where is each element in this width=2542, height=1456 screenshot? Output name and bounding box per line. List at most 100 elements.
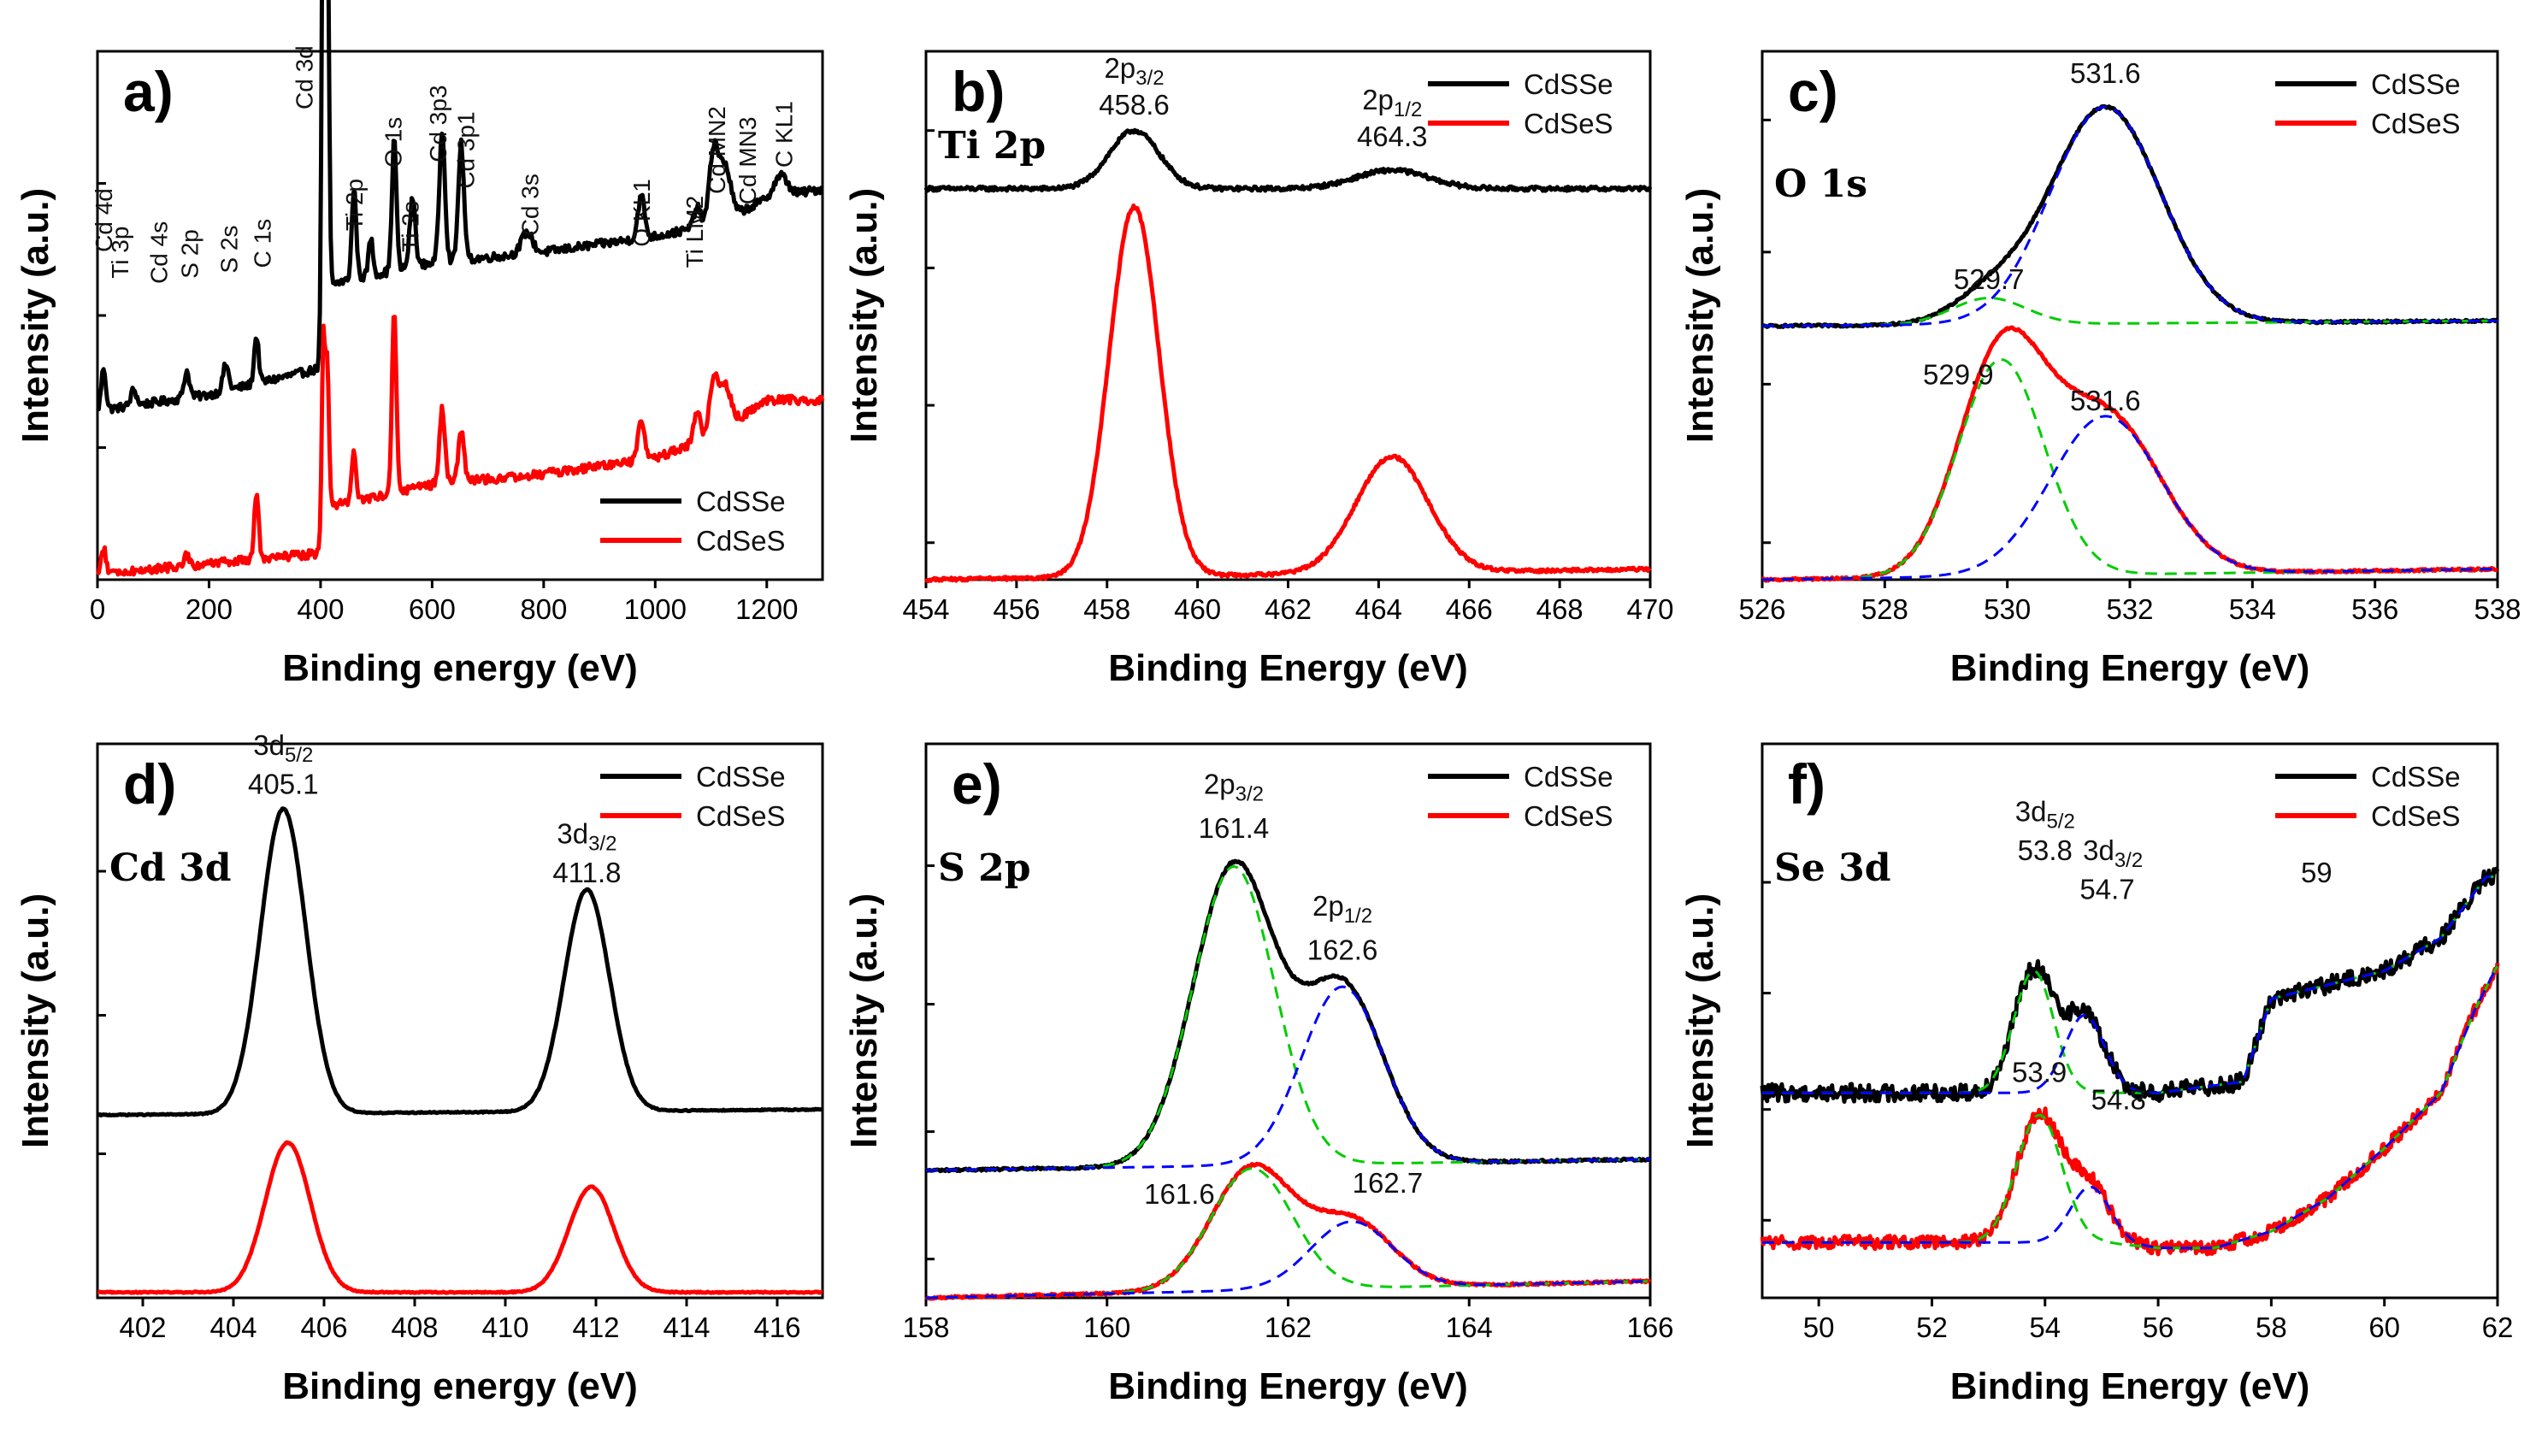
x-tick-label: 408 [391,1312,438,1343]
peak-annotation: 529.9 [1923,358,1994,390]
peak-label: Cd 3p3 [425,85,451,162]
x-tick-label: 532 [2106,593,2153,625]
x-tick-label: 50 [1803,1312,1835,1343]
peak-label: O KL1 [628,179,655,246]
x-tick-label: 56 [2143,1312,2174,1343]
legend-label: CdSeS [2371,800,2461,832]
fit-component [925,985,1650,1172]
peak-label: Ti 2s [397,201,423,252]
panel-f: 50 52 54 56 58 60 62 Binding Energy (eV) Intensi… [1679,742,2513,1407]
annotation-subscript: 3/2 [588,833,616,856]
panel-letter: c) [1788,60,1838,123]
peak-annotation: 54.8 [2091,1084,2146,1116]
peak-annotation: 3d3/2 [2083,834,2143,872]
y-axis-title: Intensity (a.u.) [843,893,885,1148]
x-tick-label: 60 [2368,1312,2400,1343]
panel-letter: d) [123,752,176,816]
x-tick-label: 200 [186,593,233,625]
peak-annotation: 531.6 [2070,57,2141,89]
peak-annotation: 54.7 [2079,873,2134,905]
peak-label: O 1s [380,117,407,168]
peak-annotation: 411.8 [552,857,621,888]
x-tick-label: 416 [753,1312,800,1343]
x-tick-label: 470 [1626,593,1673,625]
fit-component [1762,875,2498,1094]
panel-letter: b) [952,60,1005,123]
annotation-subscript: 1/2 [1344,905,1372,928]
annotation-subscript: 5/2 [2046,811,2074,834]
panel-letter: a) [123,60,174,123]
x-tick-label: 164 [1446,1312,1493,1343]
region-label: S 2p [938,846,1030,890]
peak-annotation: 162.7 [1353,1167,1424,1199]
x-tick-label: 52 [1916,1312,1948,1343]
x-tick-label: 160 [1083,1312,1130,1343]
fit-component [1762,964,2499,1250]
peak-annotation: 2p3/2 [1104,52,1164,90]
region-label: Se 3d [1774,846,1890,890]
peak-annotation: 2p1/2 [1362,84,1422,121]
peak-annotation: 161.4 [1199,812,1270,844]
peak-annotation: 3d5/2 [253,729,313,767]
annotation-subscript: 3/2 [1135,67,1164,90]
x-tick-label: 600 [409,593,456,625]
x-tick-label: 530 [1984,593,2031,625]
panel-e: 158 160 162 164 166 Binding Energy (eV) Intens… [843,742,1674,1407]
series-line-CdSSe [924,858,1652,1174]
x-tick-label: 538 [2474,593,2521,625]
peak-annotation: 3d5/2 [2015,796,2075,834]
x-tick-label: 158 [902,1312,949,1343]
y-axis-title: Intensity (a.u.) [1679,893,1721,1148]
annotation-subscript: 1/2 [1394,98,1422,121]
x-tick-label: 460 [1174,593,1221,625]
peak-label: Ti 3p [107,227,133,279]
legend-label: CdSSe [696,486,786,517]
x-axis-title: Binding Energy (eV) [1108,647,1467,689]
legend-label: CdSeS [1524,108,1613,139]
series-line-CdSeS [924,1161,1652,1301]
peak-annotation: 161.6 [1144,1178,1215,1210]
peak-annotation: 2p3/2 [1204,768,1264,805]
fit-component [1762,415,2498,581]
region-label: Cd 3d [109,846,231,890]
x-tick-label: 466 [1446,593,1493,625]
fit-component [925,864,1650,1172]
peak-label: Cd 3p1 [453,111,480,188]
y-axis-title: Intensity (a.u.) [15,188,56,443]
x-tick-label: 458 [1083,593,1130,625]
x-tick-label: 1000 [624,593,687,625]
peak-annotation: 531.6 [2070,385,2141,416]
peak-label: Cd MN3 [734,117,761,205]
peak-label: Ti 2p [341,179,368,231]
legend-label: CdSeS [2371,108,2461,139]
x-tick-label: 528 [1861,593,1908,625]
peak-label: S 2s [215,226,242,274]
plot-frame [96,742,824,1300]
x-tick-label: 402 [119,1312,166,1343]
panel-a: 0 200 400 600 800 1000 1200 Binding energy (eV)… [15,0,825,689]
series-line-CdSeS [923,203,1652,584]
peak-label: Cd 3s [517,174,544,236]
y-axis-title: Intensity (a.u.) [843,188,885,443]
fit-component [926,1220,1650,1300]
peak-annotation: 53.9 [2012,1056,2067,1088]
series-line-CdSeS [96,1140,824,1295]
peak-label: C KL1 [770,101,797,168]
x-tick-label: 406 [300,1312,347,1343]
x-tick-label: 454 [902,593,949,625]
x-tick-label: 800 [520,593,567,625]
x-tick-label: 536 [2351,593,2398,625]
legend-label: CdSSe [1524,68,1613,100]
panel-letter: e) [952,752,1002,816]
annotation-subscript: 5/2 [285,744,313,767]
legend-label: CdSSe [2371,761,2461,793]
peak-annotation: 458.6 [1099,89,1170,121]
series-line-CdSSe [96,806,824,1118]
x-tick-label: 526 [1738,593,1785,625]
panel-d: 402 404 406 408 410 412 414 416 Binding energy (… [15,729,824,1407]
legend-label: CdSeS [1524,800,1613,832]
x-tick-label: 400 [297,593,344,625]
peak-annotation: 162.6 [1307,934,1378,966]
region-label: Ti 2p [938,124,1046,168]
